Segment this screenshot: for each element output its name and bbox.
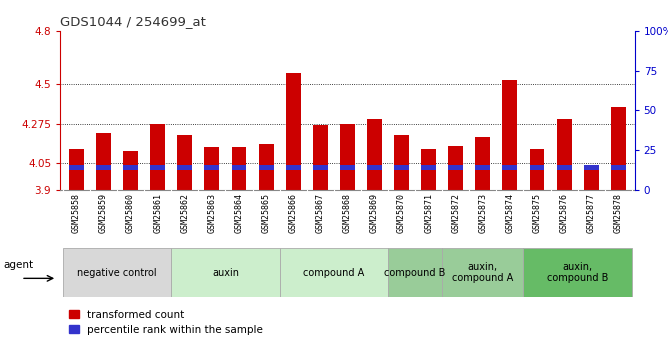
- Text: GSM25860: GSM25860: [126, 193, 135, 233]
- Text: auxin,
compound A: auxin, compound A: [452, 262, 514, 283]
- Text: GSM25861: GSM25861: [153, 193, 162, 233]
- FancyBboxPatch shape: [442, 248, 524, 297]
- Text: GSM25866: GSM25866: [289, 193, 298, 233]
- Bar: [177, 135, 192, 190]
- Bar: [123, 165, 138, 170]
- Legend: transformed count, percentile rank within the sample: transformed count, percentile rank withi…: [65, 305, 267, 339]
- Text: auxin,
compound B: auxin, compound B: [547, 262, 609, 283]
- Text: GSM25878: GSM25878: [614, 193, 623, 233]
- Text: GSM25869: GSM25869: [370, 193, 379, 233]
- Text: GSM25867: GSM25867: [316, 193, 325, 233]
- Bar: [530, 149, 544, 190]
- Bar: [367, 165, 382, 170]
- Bar: [96, 133, 111, 190]
- Text: auxin: auxin: [212, 268, 239, 277]
- Text: GSM25872: GSM25872: [452, 193, 460, 233]
- Text: GSM25877: GSM25877: [587, 193, 596, 233]
- Text: GSM25870: GSM25870: [397, 193, 406, 233]
- Text: GSM25873: GSM25873: [478, 193, 488, 233]
- Bar: [177, 165, 192, 170]
- Bar: [476, 137, 490, 190]
- Bar: [204, 147, 219, 190]
- Text: GSM25871: GSM25871: [424, 193, 433, 233]
- Bar: [69, 149, 84, 190]
- Text: GSM25862: GSM25862: [180, 193, 189, 233]
- Bar: [611, 165, 626, 170]
- Text: GSM25865: GSM25865: [262, 193, 271, 233]
- Bar: [422, 149, 436, 190]
- Text: GDS1044 / 254699_at: GDS1044 / 254699_at: [60, 16, 206, 29]
- Text: negative control: negative control: [77, 268, 157, 277]
- Bar: [232, 147, 246, 190]
- FancyBboxPatch shape: [388, 248, 442, 297]
- Bar: [584, 169, 599, 190]
- Bar: [530, 165, 544, 170]
- Bar: [448, 165, 463, 170]
- Bar: [422, 165, 436, 170]
- Bar: [259, 144, 273, 190]
- Bar: [340, 165, 355, 170]
- Bar: [96, 165, 111, 170]
- Bar: [394, 135, 409, 190]
- Bar: [476, 165, 490, 170]
- Bar: [556, 165, 572, 170]
- Bar: [286, 73, 301, 190]
- Text: GSM25868: GSM25868: [343, 193, 352, 233]
- Bar: [502, 165, 518, 170]
- Text: GSM25874: GSM25874: [506, 193, 514, 233]
- Bar: [611, 107, 626, 190]
- Bar: [367, 119, 382, 190]
- Bar: [448, 146, 463, 190]
- Bar: [340, 124, 355, 190]
- Bar: [502, 80, 518, 190]
- Bar: [150, 124, 165, 190]
- Bar: [150, 165, 165, 170]
- Text: agent: agent: [3, 260, 33, 270]
- Text: GSM25864: GSM25864: [234, 193, 243, 233]
- Bar: [286, 165, 301, 170]
- Bar: [69, 165, 84, 170]
- Bar: [123, 151, 138, 190]
- FancyBboxPatch shape: [171, 248, 280, 297]
- Text: compound A: compound A: [303, 268, 365, 277]
- Bar: [556, 119, 572, 190]
- Bar: [394, 165, 409, 170]
- Text: GSM25875: GSM25875: [532, 193, 542, 233]
- Bar: [232, 165, 246, 170]
- FancyBboxPatch shape: [524, 248, 632, 297]
- Bar: [313, 165, 328, 170]
- Bar: [204, 165, 219, 170]
- Text: GSM25859: GSM25859: [99, 193, 108, 233]
- Bar: [313, 125, 328, 190]
- FancyBboxPatch shape: [280, 248, 388, 297]
- FancyBboxPatch shape: [63, 248, 171, 297]
- Text: GSM25876: GSM25876: [560, 193, 568, 233]
- Text: GSM25863: GSM25863: [207, 193, 216, 233]
- Text: compound B: compound B: [384, 268, 446, 277]
- Bar: [259, 165, 273, 170]
- Text: GSM25858: GSM25858: [72, 193, 81, 233]
- Bar: [584, 165, 599, 170]
